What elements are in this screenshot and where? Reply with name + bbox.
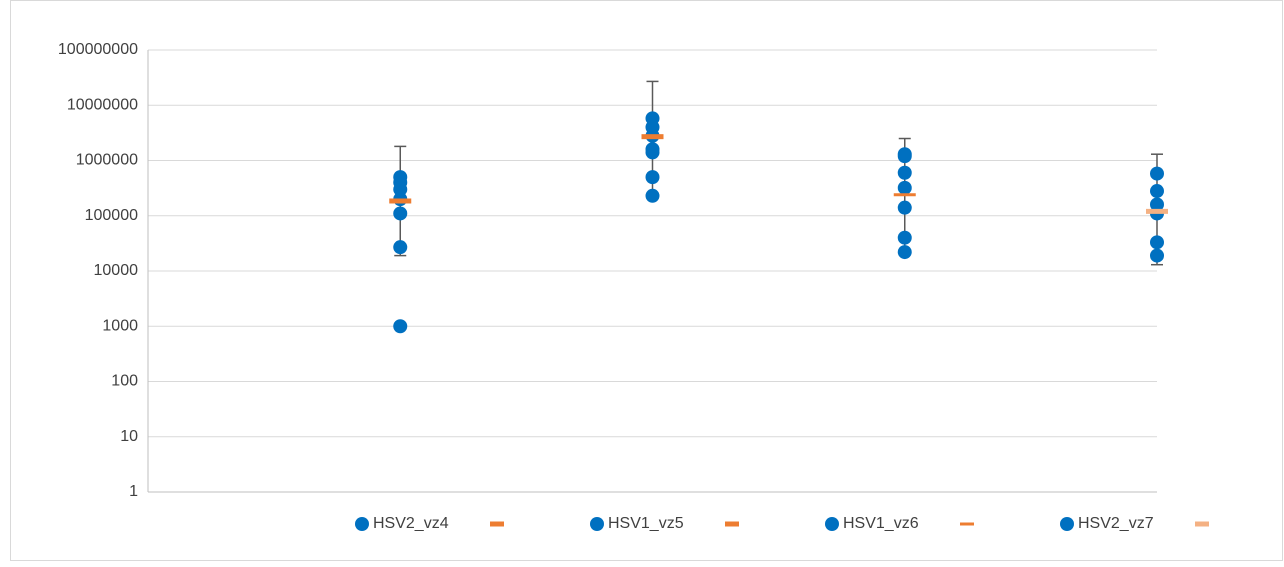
data-point xyxy=(1150,197,1164,212)
data-point xyxy=(1150,248,1164,263)
data-point xyxy=(1150,184,1164,199)
y-tick-label: 100 xyxy=(111,373,138,390)
legend-symbol xyxy=(355,517,369,531)
mean-marker xyxy=(641,134,664,140)
data-point xyxy=(393,206,408,221)
y-tick-label: 10000 xyxy=(94,262,139,279)
y-tick-label: 100000 xyxy=(85,207,138,224)
data-point xyxy=(897,200,912,215)
legend-symbol xyxy=(725,521,739,527)
mean-marker xyxy=(893,193,916,197)
mean-marker xyxy=(389,198,412,204)
data-point xyxy=(645,188,660,203)
legend-label: HSV1_vz5 xyxy=(608,515,684,532)
legend-symbol xyxy=(960,522,974,526)
data-point xyxy=(393,170,408,185)
data-point xyxy=(897,230,912,245)
legend-symbol xyxy=(490,521,504,527)
data-point xyxy=(897,245,912,260)
data-point xyxy=(393,319,408,334)
data-point xyxy=(897,165,912,180)
data-point xyxy=(1150,235,1164,250)
mean-marker xyxy=(1146,208,1168,214)
y-tick-label: 1000 xyxy=(102,317,138,334)
data-point xyxy=(645,170,660,185)
data-point xyxy=(645,111,660,126)
data-point xyxy=(393,240,408,255)
legend-symbol xyxy=(1060,517,1074,531)
data-point xyxy=(645,142,660,157)
legend-symbol xyxy=(590,517,604,531)
legend-label: HSV1_vz6 xyxy=(843,515,919,532)
legend-symbol xyxy=(1195,521,1209,527)
legend-label: HSV2_vz4 xyxy=(373,515,449,532)
y-tick-label: 10 xyxy=(120,428,138,445)
y-tick-label: 1 xyxy=(129,483,138,500)
y-tick-label: 10000000 xyxy=(67,96,138,113)
y-tick-label: 1000000 xyxy=(76,152,138,169)
data-point xyxy=(897,180,912,195)
chart-border xyxy=(10,0,1283,561)
data-point xyxy=(1150,166,1164,181)
legend-label: HSV2_vz7 xyxy=(1078,515,1154,532)
legend-symbol xyxy=(825,517,839,531)
data-point xyxy=(897,147,912,162)
y-tick-label: 100000000 xyxy=(58,41,138,58)
